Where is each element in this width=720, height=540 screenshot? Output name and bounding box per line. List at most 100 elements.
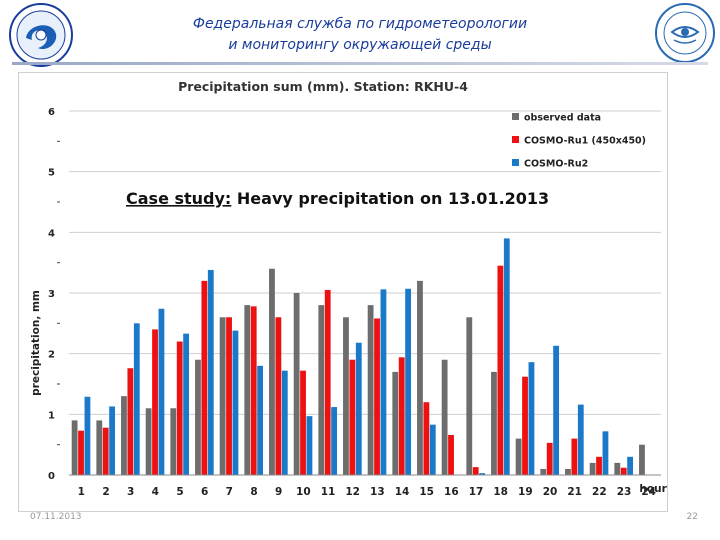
x-tick-label: 20 [543,486,558,498]
header-divider [12,62,708,65]
case-study-annotation: Case study: Heavy precipitation on 13.01… [126,189,549,208]
bar-observed-12 [343,317,349,475]
bar-observed-6 [195,359,201,475]
bar-observed-23 [614,462,621,475]
bar-observed-21 [565,468,571,475]
bar-cosmo-ru1-2 [102,427,109,475]
bar-cosmo-ru2-7 [232,330,239,475]
x-tick-label: 24 [641,486,656,498]
bar-cosmo-ru2-18 [503,238,510,475]
bar-cosmo-ru2-5 [183,333,190,475]
bar-observed-2 [96,420,103,475]
header-title: Федеральная служба по гидрометеорологии … [150,14,570,56]
bar-observed-14 [392,371,399,475]
x-tick-label: 5 [176,486,183,498]
bar-cosmo-ru2-22 [602,431,609,475]
header-title-line2: и мониторингу окружающей среды [228,37,492,53]
y-axis-label: precipitation, mm [30,290,42,396]
legend-label: COSMO-Ru2 [524,159,588,170]
bar-cosmo-ru1-17 [472,467,479,475]
bar-cosmo-ru1-4 [152,329,158,475]
bar-cosmo-ru1-22 [596,456,602,475]
x-tick-label: 10 [296,486,311,498]
x-tick-label: 15 [419,486,434,498]
bar-observed-5 [170,408,177,475]
bar-cosmo-ru1-13 [374,318,380,475]
y-tick-label: 3 [48,289,55,300]
y-tick-label: 5 [48,168,55,179]
x-tick-label: 11 [321,486,336,498]
x-tick-label: 2 [102,486,109,498]
legend-label: COSMO-Ru1 (450x450) [524,136,646,147]
legend-swatch [512,136,519,143]
annotation-rest: Heavy precipitation on 13.01.2013 [231,189,549,208]
x-tick-label: 12 [345,486,360,498]
bar-observed-24 [639,444,645,475]
x-tick-label: 14 [395,486,410,498]
bar-cosmo-ru2-21 [577,404,584,475]
bars-layer [71,238,645,475]
x-tick-label: 18 [493,486,508,498]
legend-label: observed data [524,113,601,124]
bar-cosmo-ru2-14 [405,288,412,475]
x-tick-label: 21 [567,486,582,498]
bar-cosmo-ru2-6 [207,269,214,475]
bar-observed-8 [244,305,251,475]
bar-observed-9 [269,268,275,475]
x-tick-label: 17 [469,486,484,498]
legend: observed data COSMO-Ru1 (450x450) COSMO-Ru… [512,113,646,170]
bar-cosmo-ru1-8 [250,306,257,475]
legend-swatch [512,113,519,120]
bar-cosmo-ru2-17 [479,473,486,475]
bar-cosmo-ru2-3 [133,323,140,475]
x-tick-label: 23 [617,486,632,498]
footer-date: 07.11.2013 [30,512,82,522]
bar-observed-1 [71,420,78,475]
bar-observed-3 [121,396,127,475]
y-tick-label: 0 [48,471,55,482]
bar-observed-22 [589,462,596,475]
bar-cosmo-ru2-15 [429,424,436,475]
bar-cosmo-ru2-4 [158,308,165,475]
bar-cosmo-ru1-5 [176,341,183,475]
bar-cosmo-ru1-18 [497,265,504,475]
bar-observed-16 [441,359,448,475]
y-tick-label: 1 [48,410,55,421]
x-tick-label: 4 [152,486,159,498]
x-tick-label: 16 [444,486,459,498]
bar-cosmo-ru2-20 [553,345,560,475]
x-tick-label: 6 [201,486,208,498]
bar-cosmo-ru2-10 [306,416,313,475]
bar-observed-13 [367,305,374,475]
bar-cosmo-ru1-12 [349,359,356,475]
x-tick-label: 8 [250,486,257,498]
x-axis-label: hours [639,483,667,495]
x-tick-label: 22 [592,486,607,498]
bar-cosmo-ru2-13 [380,289,387,475]
bar-cosmo-ru1-23 [620,467,627,475]
x-tick-label: 1 [78,486,85,498]
bar-cosmo-ru1-16 [448,434,454,475]
x-tick-label: 3 [127,486,134,498]
bar-cosmo-ru1-14 [398,357,405,475]
bar-observed-4 [145,408,152,475]
chart-title: Precipitation sum (mm). Station: RKHU-4 [178,79,468,94]
bar-cosmo-ru2-19 [528,362,535,475]
bar-observed-11 [318,305,325,475]
bar-cosmo-ru1-20 [546,442,553,475]
x-tick-label: 9 [275,486,282,498]
bar-observed-18 [491,371,497,475]
bar-cosmo-ru1-11 [324,289,331,475]
bar-cosmo-ru1-3 [127,368,134,475]
annotation-prefix: Case study: [126,189,231,208]
bar-cosmo-ru1-19 [522,376,528,475]
y-tick-label: 6 [48,107,55,118]
bar-cosmo-ru1-9 [275,317,282,475]
bar-cosmo-ru2-2 [109,406,116,475]
header-title-line1: Федеральная служба по гидрометеорологии [192,16,528,32]
bar-cosmo-ru1-15 [423,402,430,475]
bar-observed-15 [417,280,423,475]
bar-observed-19 [515,438,522,475]
